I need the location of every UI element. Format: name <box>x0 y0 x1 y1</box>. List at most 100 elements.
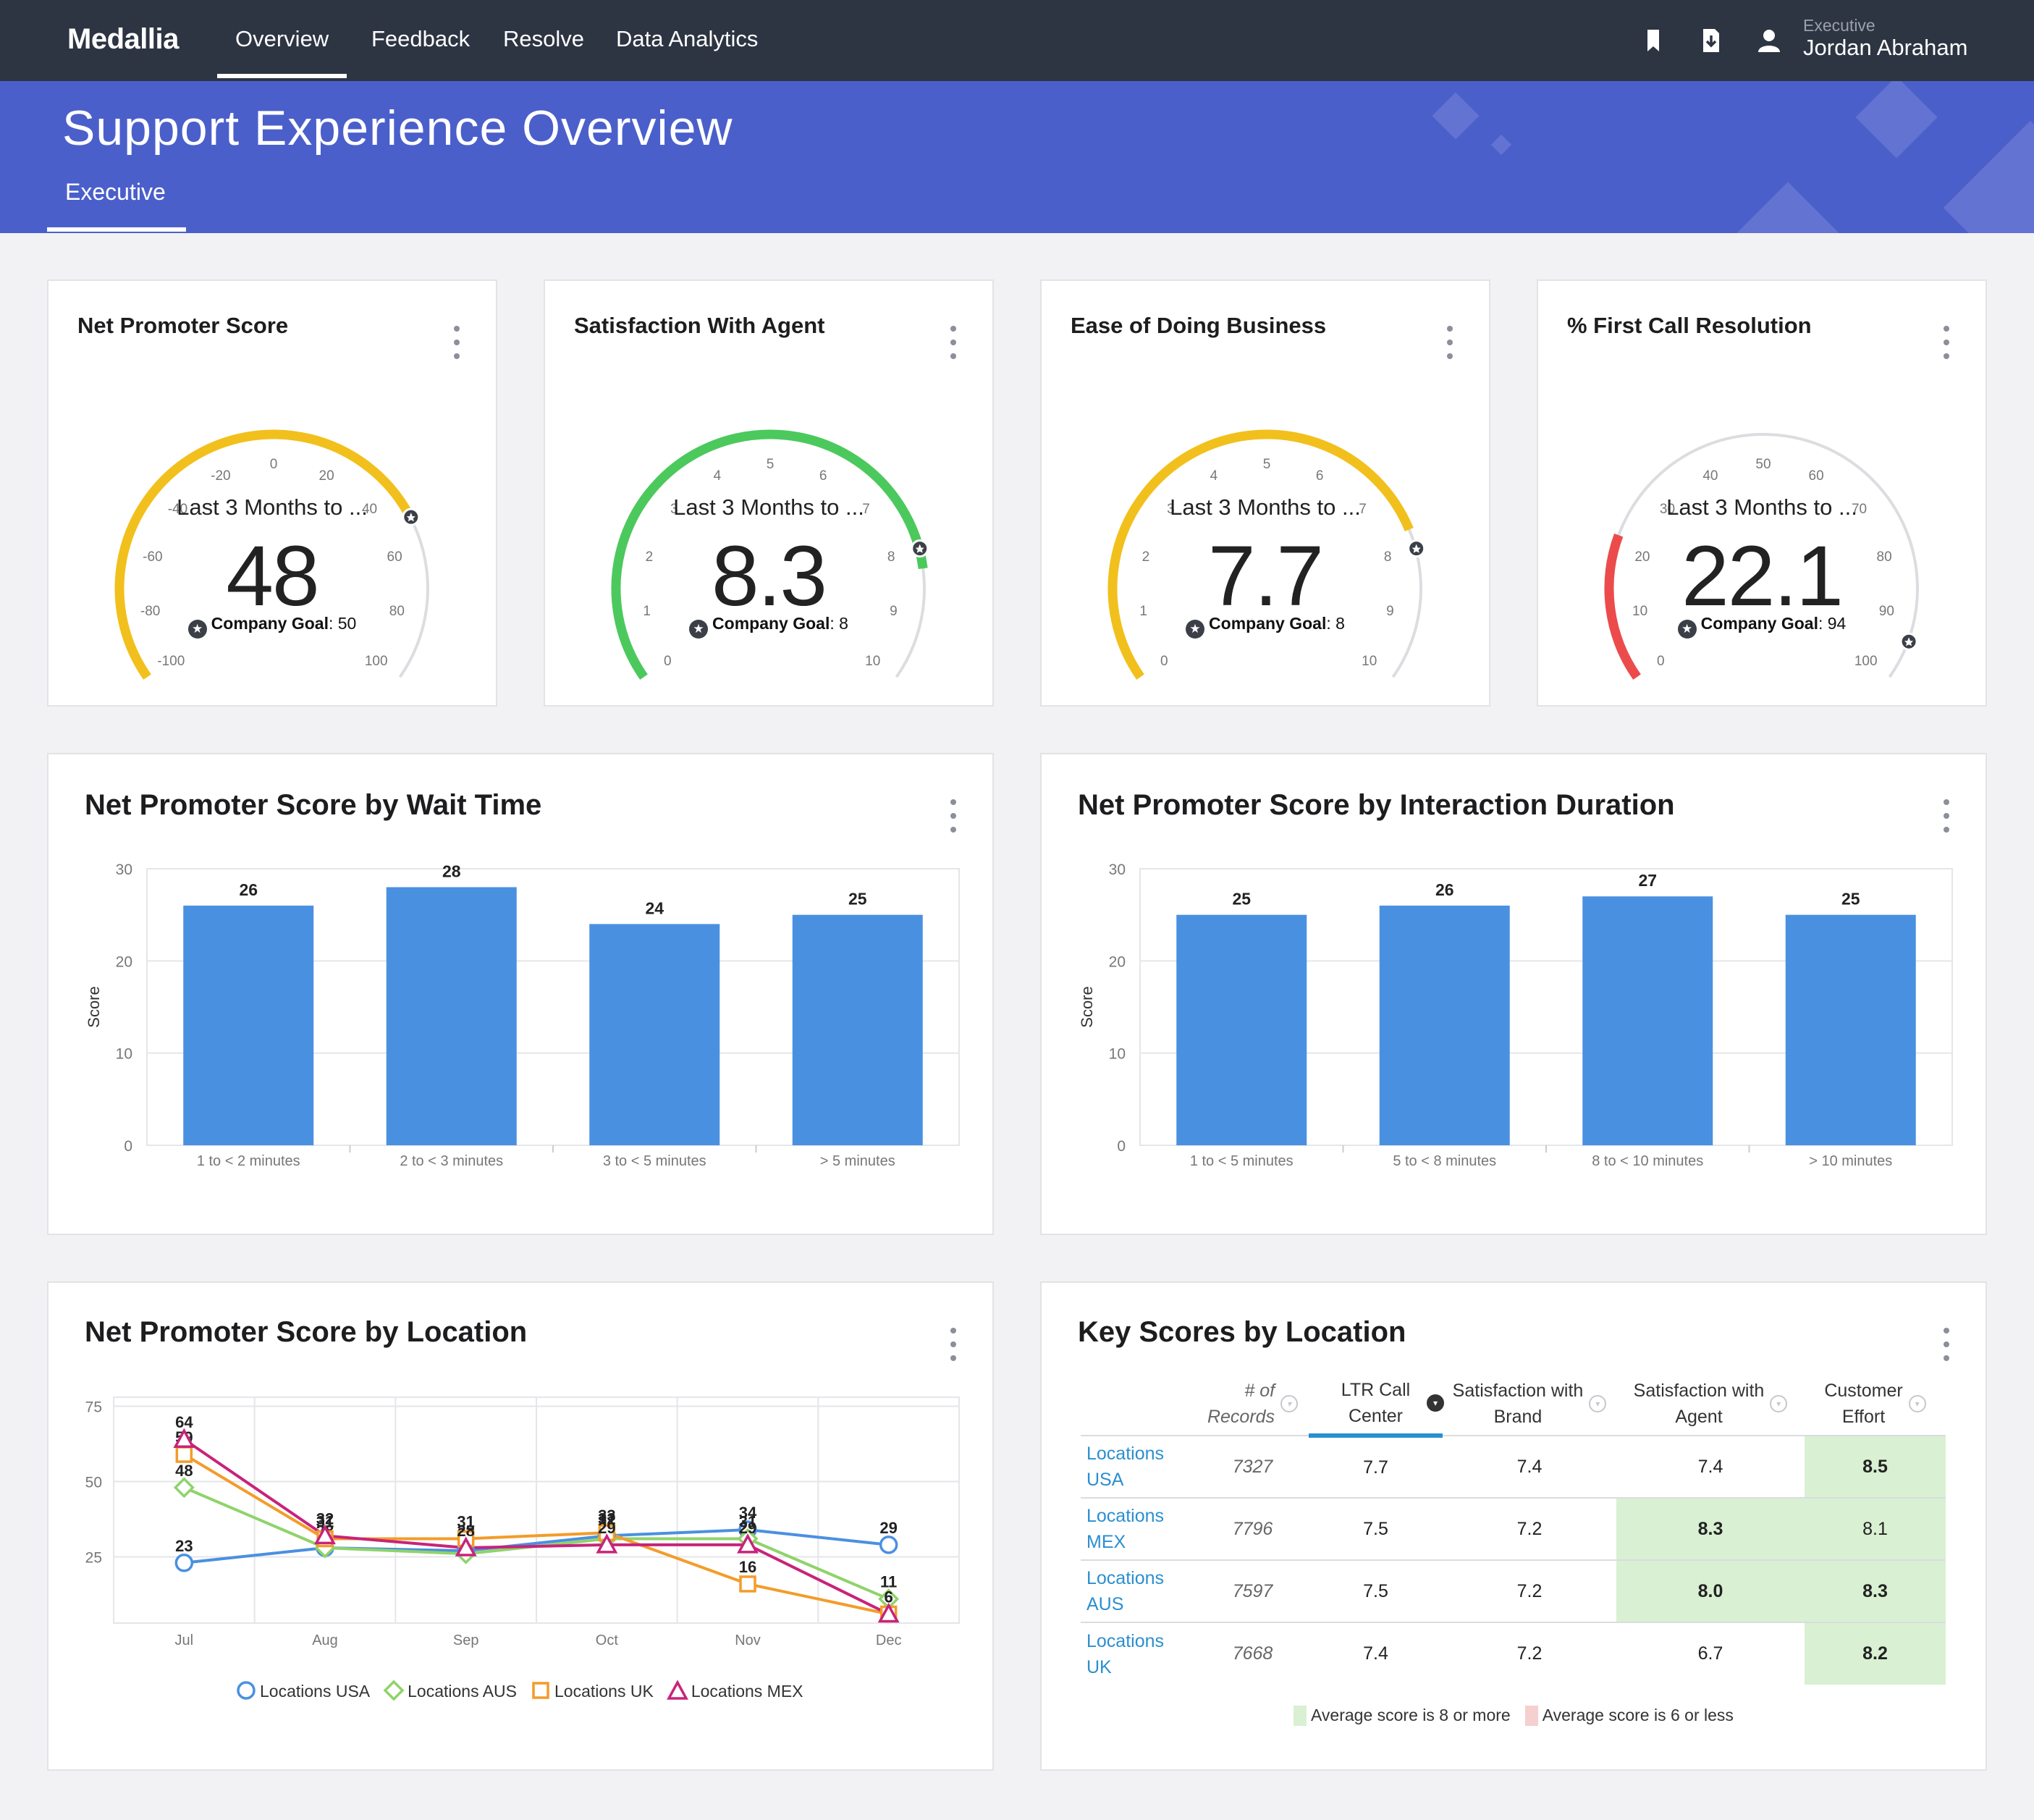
gauge-tick-label: 5 <box>767 457 775 472</box>
legend-item-aus[interactable]: Locations AUS <box>383 1680 517 1701</box>
gauge-dial: 0 10 20 30 40 50 60 70 80 90 100 <box>1604 433 1919 680</box>
gauge-tick-label: 1 <box>643 604 651 619</box>
gauge-tick-label: 10 <box>1362 654 1377 669</box>
gauge-fill <box>114 429 412 680</box>
bar-value-label: 24 <box>645 898 664 917</box>
gauge-tick-label: 10 <box>865 654 880 669</box>
y-tick-label: 10 <box>1109 1046 1126 1063</box>
gauge-tick-label: 4 <box>1210 468 1218 484</box>
x-tick-label: Aug <box>312 1632 338 1648</box>
location-link[interactable]: Locations USA <box>1081 1435 1197 1498</box>
bad-swatch <box>1524 1706 1538 1726</box>
card-menu-button[interactable] <box>949 1328 958 1361</box>
gauge-tick-label: 30 <box>1660 502 1675 517</box>
bar-value-label: 26 <box>1435 880 1454 899</box>
card-menu-button[interactable] <box>949 326 958 359</box>
gauge-tick-label: 6 <box>819 468 827 484</box>
y-tick-label: 20 <box>116 953 132 970</box>
user-name[interactable]: Jordan Abraham <box>1803 35 1968 60</box>
nav-resolve[interactable]: Resolve <box>503 26 584 51</box>
legend-item-uk[interactable]: Locations UK <box>530 1680 654 1701</box>
location-link[interactable]: Locations UK <box>1081 1622 1197 1685</box>
gauge-tick-label: 20 <box>1634 549 1650 565</box>
ltr-cell: 7.5 <box>1309 1559 1443 1622</box>
ltr-cell: 7.5 <box>1309 1497 1443 1560</box>
nav-overview[interactable]: Overview <box>216 26 347 78</box>
effort-cell: 8.5 <box>1805 1435 1946 1498</box>
data-point <box>173 1477 195 1499</box>
header-ltr[interactable]: LTR Call Center ▾ <box>1309 1372 1444 1438</box>
good-swatch <box>1294 1706 1307 1726</box>
x-tick-label: Nov <box>735 1632 761 1648</box>
data-point <box>175 1446 193 1463</box>
card-menu-button[interactable] <box>949 799 958 833</box>
legend-good: Average score is 8 or more <box>1294 1706 1511 1726</box>
brand-cell: 7.2 <box>1443 1622 1616 1685</box>
brand-cell: 7.2 <box>1443 1559 1616 1622</box>
goal-star-icon <box>406 513 415 522</box>
gauge-tick-label: 4 <box>714 468 722 484</box>
bar-chart-interaction-duration: 0 10 20 30 Score 25 1 to < 5 minutes 26 5 to < 8… <box>1078 861 1953 1169</box>
sort-icon[interactable]: ▾ <box>1908 1394 1926 1412</box>
decor-shape <box>1490 134 1512 156</box>
nav-feedback[interactable]: Feedback <box>371 26 470 51</box>
y-tick-label: 30 <box>1109 861 1126 878</box>
series-line <box>183 1453 890 1616</box>
data-point <box>173 1428 195 1448</box>
card-menu-button[interactable] <box>1942 326 1951 359</box>
location-link[interactable]: Locations AUS <box>1081 1559 1197 1622</box>
gauge-tick-label: 9 <box>1386 604 1394 619</box>
x-tick-label: 3 to < 5 minutes <box>603 1153 706 1169</box>
download-icon[interactable] <box>1697 26 1726 55</box>
x-tick-label: Dec <box>876 1632 902 1648</box>
ltr-cell: 7.7 <box>1309 1435 1443 1498</box>
header-agent[interactable]: Satisfaction with Agent ▾ <box>1616 1372 1805 1436</box>
card-menu-button[interactable] <box>1446 326 1454 359</box>
user-icon[interactable] <box>1755 26 1784 55</box>
bar-value-label: 25 <box>1841 890 1860 909</box>
brand-logo[interactable]: Medallia <box>67 23 179 55</box>
sort-icon[interactable]: ▾ <box>1589 1394 1607 1412</box>
sort-icon[interactable]: ▾ <box>1280 1394 1299 1412</box>
y-axis-label: Score <box>85 986 103 1027</box>
gauge-dial: 0 1 2 3 4 5 6 7 8 9 10 <box>1107 429 1426 680</box>
goal-star-icon: ★ <box>1677 620 1697 639</box>
legend-item-usa[interactable]: Locations USA <box>235 1680 370 1701</box>
x-tick-label: Jul <box>175 1632 194 1648</box>
agent-cell: 8.3 <box>1616 1497 1805 1560</box>
card-menu-button[interactable] <box>1942 1328 1951 1361</box>
card-menu-button[interactable] <box>1942 799 1951 833</box>
nav-data-analytics[interactable]: Data Analytics <box>616 26 759 51</box>
location-link[interactable]: Locations MEX <box>1081 1497 1197 1560</box>
data-label: 29 <box>598 1519 615 1537</box>
x-tick-label: Sep <box>453 1632 479 1648</box>
gauge-card-fcr: % First Call Resolution 0 10 20 30 40 50 60 70 8… <box>1537 279 1987 707</box>
bookmark-icon[interactable] <box>1639 26 1668 55</box>
tab-executive[interactable]: Executive <box>65 179 166 205</box>
records-cell: 7668 <box>1197 1622 1309 1685</box>
legend-bad: Average score is 6 or less <box>1524 1706 1734 1726</box>
line-card-location: Net Promoter Score by Location 25 50 75 Jul… <box>47 1281 994 1771</box>
gauge-tick-label: 50 <box>1755 457 1771 472</box>
card-title: Net Promoter Score <box>77 313 289 338</box>
sort-icon[interactable]: ▾ <box>1770 1394 1788 1412</box>
data-point <box>174 1554 194 1572</box>
header-records[interactable]: # of Records ▾ <box>1197 1372 1309 1436</box>
data-label: 29 <box>879 1519 897 1537</box>
active-tab-indicator <box>47 227 186 232</box>
gauge-tick-label: 100 <box>365 654 388 669</box>
gauge-value: 22.1 <box>1681 528 1844 624</box>
sort-active-icon[interactable]: ▾ <box>1427 1394 1444 1412</box>
header-effort[interactable]: Customer Effort ▾ <box>1805 1372 1946 1436</box>
card-menu-button[interactable] <box>452 326 461 359</box>
ltr-cell: 7.4 <box>1309 1622 1443 1685</box>
gauge-tick-label: 80 <box>389 604 405 619</box>
gauge-fill <box>1107 429 1414 680</box>
x-tick-label: > 10 minutes <box>1809 1153 1892 1169</box>
header-brand[interactable]: Satisfaction with Brand ▾ <box>1443 1372 1616 1436</box>
data-label: 32 <box>316 1509 334 1528</box>
bar <box>183 905 314 1145</box>
legend-item-mex[interactable]: Locations MEX <box>666 1680 803 1701</box>
bar <box>1582 896 1713 1145</box>
x-tick-label: 5 to < 8 minutes <box>1393 1153 1496 1169</box>
